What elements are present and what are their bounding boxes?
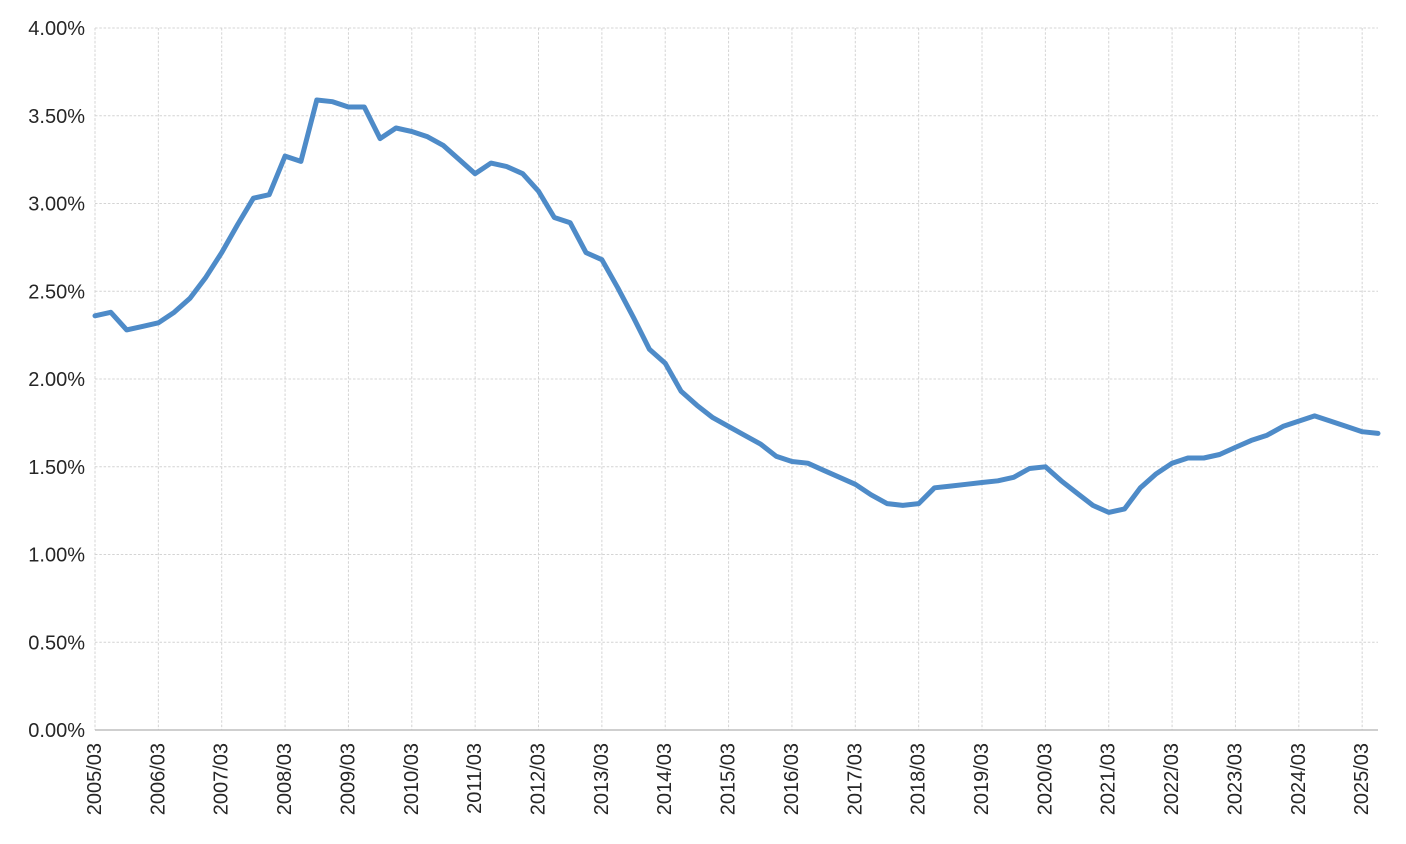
x-axis-tick-label: 2011/03 — [464, 743, 486, 814]
x-axis-tick-label: 2010/03 — [401, 743, 423, 815]
x-axis-tick-label: 2025/03 — [1351, 743, 1373, 815]
y-axis-tick-label: 1.00% — [28, 545, 85, 567]
x-axis-tick-label: 2006/03 — [147, 743, 169, 815]
x-axis-tick-label: 2022/03 — [1161, 743, 1183, 815]
x-axis-tick-labels: 2005/03 2006/03 2007/03 2008/03 2009/03 2010/… — [84, 743, 1373, 815]
data-series — [92, 97, 1381, 515]
y-axis-tick-label: 3.00% — [28, 194, 85, 216]
y-axis-tick-label: 2.50% — [28, 281, 85, 303]
x-axis-tick-label: 2023/03 — [1224, 743, 1246, 815]
x-axis-tick-label: 2016/03 — [781, 743, 803, 815]
data-series-line — [92, 97, 1381, 515]
x-axis-tick-label: 2020/03 — [1034, 743, 1056, 815]
gridlines — [94, 27, 1378, 730]
x-axis-tick-label: 2005/03 — [84, 743, 106, 815]
y-axis-tick-label: 3.50% — [28, 106, 85, 128]
x-axis-tick-label: 2019/03 — [971, 743, 993, 815]
x-axis-tick-label: 2009/03 — [337, 743, 359, 815]
x-axis-tick-label: 2017/03 — [844, 743, 866, 815]
y-axis-tick-label: 2.00% — [28, 369, 85, 391]
x-axis-tick-label: 2013/03 — [591, 743, 613, 815]
y-axis-tick-label: 4.00% — [28, 18, 85, 40]
y-axis-tick-label: 0.00% — [28, 720, 85, 742]
y-axis-tick-label: 0.50% — [28, 632, 85, 654]
x-axis-tick-label: 2012/03 — [528, 743, 550, 815]
x-axis-tick-label: 2018/03 — [908, 743, 930, 815]
x-axis-tick-label: 2008/03 — [274, 743, 296, 815]
x-axis-tick-label: 2014/03 — [654, 743, 676, 815]
x-axis-tick-label: 2007/03 — [211, 743, 233, 815]
x-axis-tick-label: 2021/03 — [1098, 743, 1120, 815]
x-axis-tick-label: 2015/03 — [718, 743, 740, 815]
x-axis-tick-label: 2024/03 — [1288, 743, 1310, 815]
y-axis-tick-label: 1.50% — [28, 457, 85, 479]
axis-lines — [94, 28, 1378, 731]
y-axis-tick-labels: 0.00% 0.50% 1.00% 1.50% 2.00% 2.50% 3.00% 3.50%… — [28, 18, 85, 742]
